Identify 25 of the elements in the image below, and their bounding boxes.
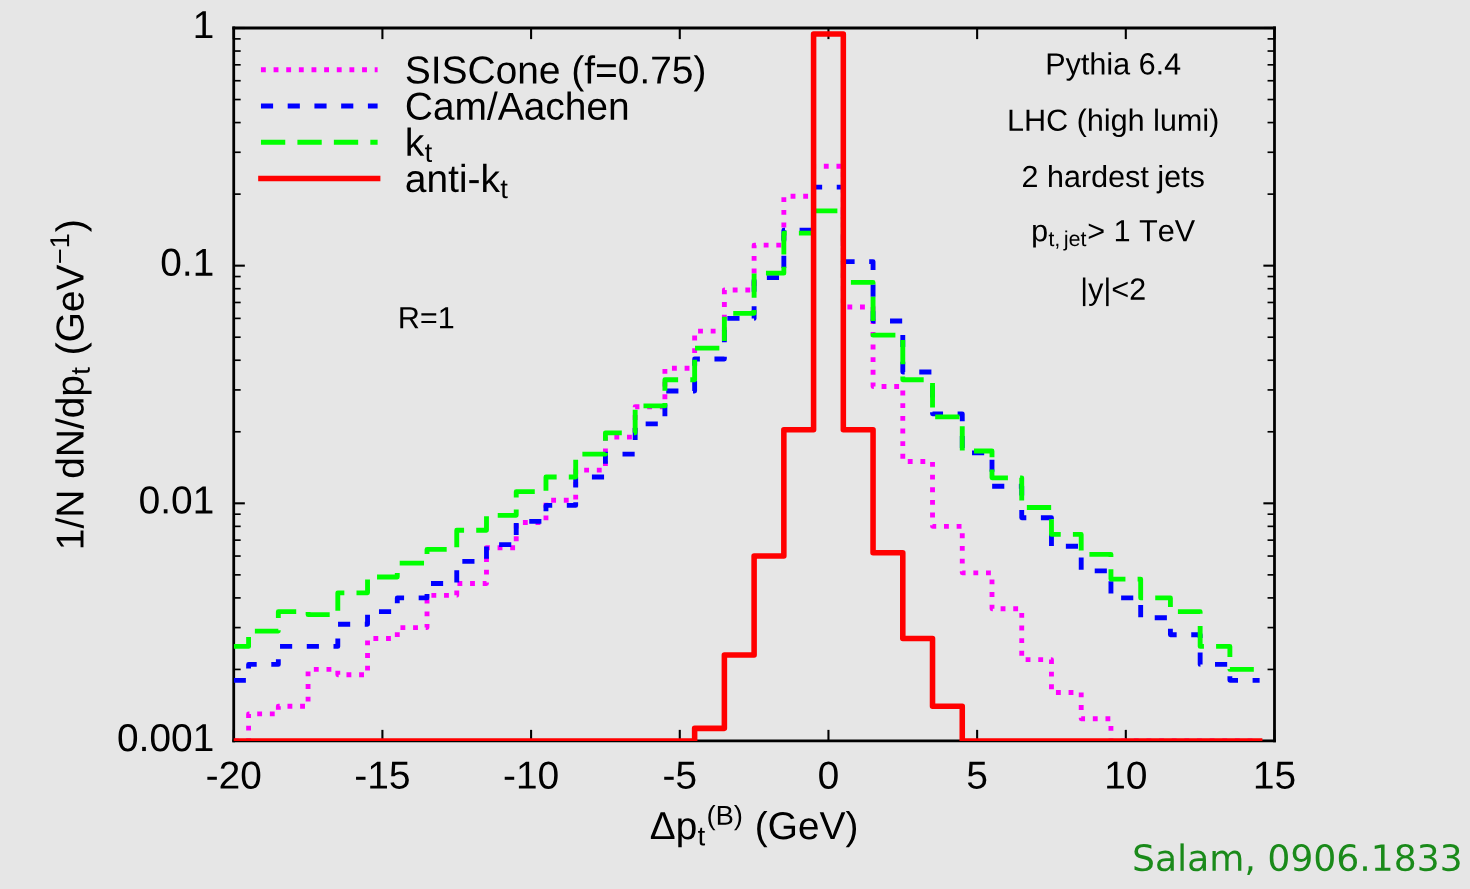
- legend-label: Cam/Aachen: [406, 91, 628, 121]
- legend-label: k$_{t}$: [407, 127, 433, 163]
- annotation: p$_{t,jet}$> 1 TeV: [1033, 220, 1195, 251]
- x-tick-label: -10: [504, 761, 558, 789]
- annotation: |y|<2: [1082, 277, 1145, 307]
- x-tick-label: -5: [664, 761, 696, 789]
- x-tick-label: -20: [207, 761, 261, 789]
- y-tick-label: 0.01: [140, 486, 213, 514]
- y-axis-title: 1/N dN/dp$_{t}$ (GeV$^{−1}$): [50, 221, 92, 548]
- text: Salam, 0906.1833: [1134, 843, 1460, 876]
- y-tick-label: 1: [195, 11, 213, 39]
- x-tick-label: -15: [356, 761, 409, 789]
- annotation: R=1: [400, 307, 454, 329]
- x-tick-label: 10: [1107, 761, 1146, 789]
- x-axis-title: Δp$_{t}$$^{(B)}$ (GeV): [650, 805, 857, 848]
- x-tick-label: 5: [967, 761, 987, 789]
- annotation: Pythia 6.4: [1047, 52, 1181, 81]
- legend-label: anti-k$_{t}$: [406, 163, 508, 199]
- x-tick-label: 15: [1255, 761, 1295, 789]
- annotation: LHC (high lumi): [1009, 108, 1218, 138]
- y-tick-label: 0.001: [118, 723, 213, 752]
- annotation: 2 hardest jets: [1023, 164, 1204, 194]
- legend-label: SISCone (f=0.75): [406, 55, 704, 92]
- x-tick-label: 0: [819, 761, 838, 789]
- y-tick-label: 0.1: [161, 248, 213, 277]
